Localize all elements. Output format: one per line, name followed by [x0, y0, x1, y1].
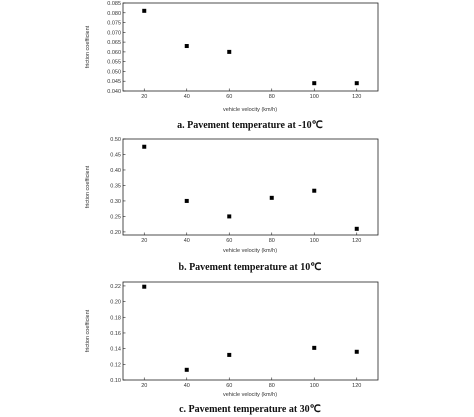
data-point	[227, 352, 232, 357]
x-axis-title: vehicle velocity (km/h)	[223, 392, 277, 398]
y-tick-label: 0.40	[110, 168, 121, 174]
x-tick-label: 120	[352, 238, 361, 244]
panel-c: friction coefficient vehicle velocity (k…	[85, 281, 379, 415]
x-axis-title: vehicle velocity (km/h)	[223, 248, 277, 254]
x-tick-label: 20	[141, 383, 147, 389]
y-tick-label: 0.040	[107, 89, 121, 95]
panel-caption: c. Pavement temperature at 30℃	[179, 404, 321, 415]
x-tick-label: 100	[310, 94, 319, 100]
data-point	[142, 144, 147, 149]
x-tick-label: 80	[269, 383, 275, 389]
y-tick-label: 0.070	[107, 30, 121, 36]
y-tick-label: 0.065	[107, 40, 121, 46]
y-tick-label: 0.45	[110, 152, 121, 158]
y-tick-label: 0.16	[110, 331, 121, 337]
x-tick-label: 60	[226, 94, 232, 100]
x-tick-label: 80	[269, 238, 275, 244]
y-tick-label: 0.050	[107, 69, 121, 75]
y-axis-title: friction coefficient	[85, 309, 91, 352]
y-tick-label: 0.10	[110, 378, 121, 384]
y-tick-label: 0.35	[110, 183, 121, 189]
data-point	[312, 188, 317, 193]
y-tick-label: 0.045	[107, 79, 121, 85]
x-tick-label: 20	[141, 238, 147, 244]
plot-frame	[122, 281, 379, 381]
data-point	[184, 44, 189, 49]
y-tick-label: 0.22	[110, 284, 121, 290]
data-point	[227, 49, 232, 54]
data-point	[142, 8, 147, 13]
y-axis-title: friction coefficient	[85, 165, 91, 208]
data-point	[312, 345, 317, 350]
plot-frame	[122, 138, 379, 236]
x-tick-label: 60	[226, 238, 232, 244]
x-tick-label: 40	[184, 383, 190, 389]
y-tick-label: 0.055	[107, 60, 121, 66]
y-tick-label: 0.085	[107, 1, 121, 7]
panel-b: friction coefficient vehicle velocity (k…	[85, 137, 379, 273]
plot-frame	[122, 2, 379, 92]
data-point	[312, 81, 317, 86]
y-tick-label: 0.50	[110, 137, 121, 143]
data-point	[184, 198, 189, 203]
data-point	[354, 226, 359, 231]
y-axis-title: friction coefficient	[85, 25, 91, 68]
y-tick-label: 0.12	[110, 362, 121, 368]
data-point	[354, 349, 359, 354]
y-tick-label: 0.30	[110, 199, 121, 205]
x-tick-label: 80	[269, 94, 275, 100]
y-tick-label: 0.20	[110, 230, 121, 236]
y-tick-label: 0.18	[110, 315, 121, 321]
x-axis-title: vehicle velocity (km/h)	[223, 107, 277, 113]
x-tick-label: 40	[184, 94, 190, 100]
data-point	[227, 214, 232, 219]
x-tick-label: 60	[226, 383, 232, 389]
x-tick-label: 120	[352, 94, 361, 100]
panel-caption: b. Pavement temperature at 10℃	[179, 262, 322, 273]
x-tick-label: 100	[310, 238, 319, 244]
y-tick-label: 0.25	[110, 214, 121, 220]
panel-caption: a. Pavement temperature at -10℃	[177, 120, 323, 131]
x-tick-label: 40	[184, 238, 190, 244]
panel-a: friction coefficient vehicle velocity (k…	[85, 1, 379, 131]
y-tick-label: 0.060	[107, 50, 121, 56]
y-tick-label: 0.080	[107, 11, 121, 17]
y-tick-label: 0.14	[110, 347, 121, 353]
data-point	[184, 367, 189, 372]
y-tick-label: 0.075	[107, 21, 121, 27]
x-tick-label: 100	[310, 383, 319, 389]
x-tick-label: 120	[352, 383, 361, 389]
data-point	[354, 81, 359, 86]
data-point	[142, 284, 147, 289]
x-tick-label: 20	[141, 94, 147, 100]
y-tick-label: 0.20	[110, 300, 121, 306]
data-point	[269, 195, 274, 200]
